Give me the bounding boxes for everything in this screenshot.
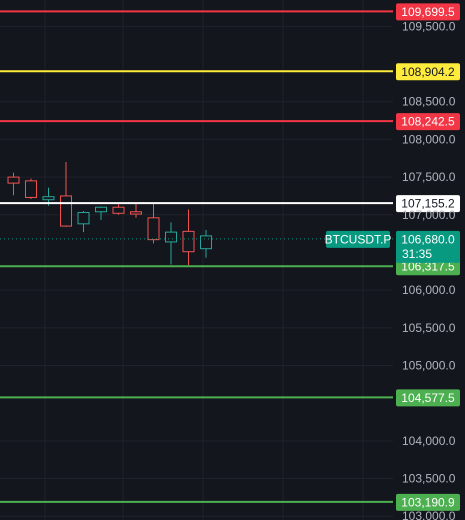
candle[interactable] xyxy=(147,203,160,244)
axis-tick-label: 105,000.0 xyxy=(402,359,456,373)
candle-body xyxy=(60,195,72,227)
candle-body xyxy=(182,230,195,253)
current-price-label: 106,680.0 xyxy=(401,232,455,246)
candle-body xyxy=(7,176,20,184)
candle[interactable] xyxy=(77,211,90,233)
candles[interactable] xyxy=(7,162,212,266)
candle[interactable] xyxy=(130,201,142,218)
level-price-tag xyxy=(396,63,460,81)
current-price-tag xyxy=(396,230,460,263)
level-line-group[interactable]: 109,699.5 xyxy=(0,3,460,21)
horizontal-levels[interactable]: 109,699.5 108,904.2 108,242.5 107,155.2 106,… xyxy=(0,3,460,511)
axis-tick-label: 103,000.0 xyxy=(402,509,456,520)
candle[interactable] xyxy=(60,162,72,227)
axis-tick-label: 108,000.0 xyxy=(402,132,456,146)
level-price-tag xyxy=(396,389,460,407)
axis-tick-label: 109,500.0 xyxy=(402,19,456,33)
candle[interactable] xyxy=(165,222,177,265)
price-axis[interactable]: 109,500.0 108,500.0 108,000.0 107,500.0 107,… xyxy=(402,19,456,520)
level-line-group[interactable]: 103,190.9 xyxy=(0,493,460,511)
level-line-group[interactable]: 104,577.5 xyxy=(0,389,460,407)
level-price-label: 108,242.5 xyxy=(401,115,455,129)
current-price-marker: BTCUSDT.P 106,680.031:35 xyxy=(0,230,460,263)
axis-tick-label: 103,500.0 xyxy=(402,472,456,486)
level-price-label: 108,904.2 xyxy=(401,65,455,79)
candle-body xyxy=(165,231,177,243)
axis-tick-label: 107,000.0 xyxy=(402,208,456,222)
candle[interactable] xyxy=(95,206,107,221)
candle-body xyxy=(130,211,142,215)
candle-body xyxy=(77,212,90,225)
level-line-group[interactable]: 107,155.2 xyxy=(0,195,460,213)
candle-body xyxy=(112,206,125,214)
level-price-label: 107,155.2 xyxy=(401,197,455,211)
axis-tick-label: 107,500.0 xyxy=(402,170,456,184)
level-price-tag xyxy=(396,493,460,511)
axis-tick-label: 106,000.0 xyxy=(402,283,456,297)
axis-tick-label: 105,500.0 xyxy=(402,321,456,335)
level-line-group[interactable]: 108,904.2 xyxy=(0,63,460,81)
candle-body xyxy=(25,180,37,198)
candle-body xyxy=(95,206,107,213)
level-price-label: 104,577.5 xyxy=(401,391,455,405)
level-price-tag xyxy=(396,3,460,21)
candle-body xyxy=(147,217,160,241)
axis-tick-label: 104,000.0 xyxy=(402,434,456,448)
level-price-tag xyxy=(396,113,460,131)
candle[interactable] xyxy=(25,178,37,199)
candle[interactable] xyxy=(112,204,125,215)
level-price-label: 106,317.5 xyxy=(401,260,455,274)
symbol-tag xyxy=(326,230,390,248)
level-price-tag xyxy=(396,195,460,213)
candle[interactable] xyxy=(200,229,212,258)
candle-body xyxy=(42,196,55,201)
grid-lines xyxy=(0,0,393,520)
countdown-label: 31:35 xyxy=(402,247,432,261)
candle[interactable] xyxy=(7,172,20,196)
candle[interactable] xyxy=(182,209,195,266)
candle-body xyxy=(200,235,212,250)
level-price-label: 103,190.9 xyxy=(401,495,455,509)
level-price-label: 109,699.5 xyxy=(401,5,455,19)
level-line-group[interactable]: 108,242.5 xyxy=(0,113,460,131)
axis-tick-label: 108,500.0 xyxy=(402,95,456,109)
symbol-label: BTCUSDT.P xyxy=(325,232,392,246)
